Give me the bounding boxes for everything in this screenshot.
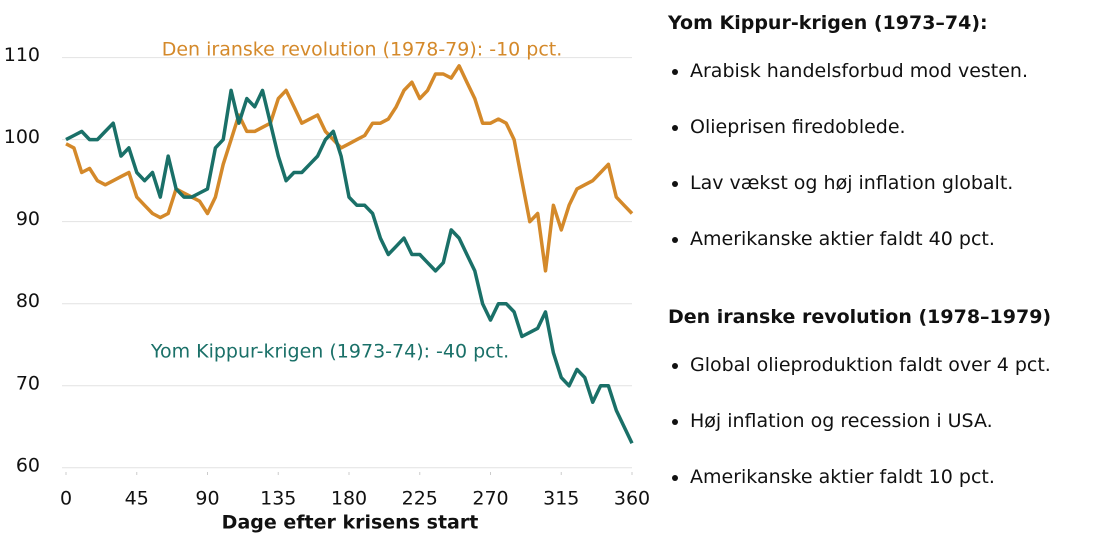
bullet-item: Arabisk handelsforbud mod vesten.	[690, 56, 1115, 112]
y-tick-label: 70	[16, 372, 40, 394]
x-tick-label: 135	[260, 488, 296, 510]
series-label: Yom Kippur-krigen (1973-74): -40 pct.	[150, 341, 509, 363]
x-axis-label: Dage efter krisens start	[222, 512, 479, 534]
y-tick-label: 100	[4, 126, 40, 148]
bullet-item: Amerikanske aktier faldt 10 pct.	[690, 462, 1115, 518]
series-label: Den iranske revolution (1978-79): -10 pc…	[162, 39, 563, 61]
x-tick-label: 0	[60, 488, 72, 510]
y-tick-label: 60	[16, 454, 40, 476]
x-tick-label: 45	[125, 488, 149, 510]
section-title: Den iranske revolution (1978–1979)	[668, 306, 1052, 328]
bullet-item: Global olieproduktion faldt over 4 pct.	[690, 350, 1115, 406]
x-tick-label: 90	[195, 488, 219, 510]
y-tick-label: 80	[16, 290, 40, 312]
bullet-item: Høj inflation og recession i USA.	[690, 406, 1115, 462]
bullet-list: Global olieproduktion faldt over 4 pct.H…	[660, 350, 1115, 518]
x-tick-label: 225	[402, 488, 438, 510]
bullet-item: Amerikanske aktier faldt 40 pct.	[690, 224, 1115, 280]
section-title: Yom Kippur-krigen (1973–74):	[668, 12, 988, 34]
y-tick-label: 110	[4, 44, 40, 66]
x-tick-label: 180	[331, 488, 367, 510]
chart: Dage efter krisens start 60 70 80 90 100 110 0…	[4, 39, 650, 534]
series-line	[65, 88, 634, 444]
x-tick-label: 270	[472, 488, 508, 510]
bullet-item: Lav vækst og høj inflation globalt.	[690, 168, 1115, 224]
x-tick-label: 315	[543, 488, 579, 510]
sidebar: Yom Kippur-krigen (1973–74): Arabisk hand…	[660, 0, 1115, 540]
x-tick-label: 360	[614, 488, 650, 510]
y-tick-label: 90	[16, 208, 40, 230]
bullet-list: Arabisk handelsforbud mod vesten.Oliepri…	[660, 56, 1115, 280]
series-line	[65, 64, 634, 273]
bullet-item: Olieprisen firedoblede.	[690, 112, 1115, 168]
